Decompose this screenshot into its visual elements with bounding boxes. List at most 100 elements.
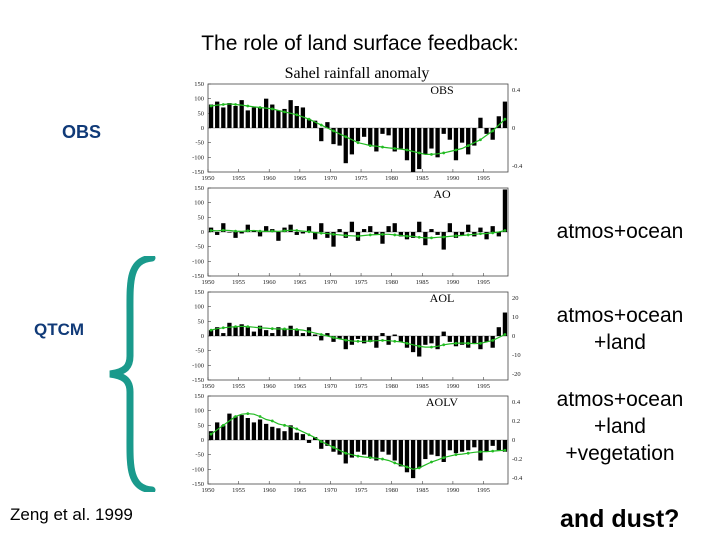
line-point bbox=[491, 231, 495, 235]
qtcm-label: QTCM bbox=[34, 320, 85, 339]
bar bbox=[227, 413, 232, 440]
bar bbox=[343, 336, 348, 350]
bar bbox=[325, 122, 330, 128]
label-line: atmos+ocean bbox=[556, 388, 684, 411]
x-tick-label: 1985 bbox=[416, 487, 429, 494]
x-tick-label: 1980 bbox=[385, 175, 398, 182]
line-point bbox=[246, 325, 250, 329]
x-tick-label: 1980 bbox=[385, 487, 398, 494]
bar bbox=[331, 128, 336, 145]
bar bbox=[502, 440, 508, 452]
x-tick-label: 1985 bbox=[416, 279, 429, 286]
label-line: +land bbox=[594, 331, 646, 354]
bar bbox=[349, 128, 355, 155]
bar bbox=[270, 426, 275, 440]
line-point bbox=[393, 339, 397, 343]
bar bbox=[361, 336, 367, 344]
line-point bbox=[332, 129, 335, 133]
bar bbox=[264, 98, 269, 128]
line-point bbox=[503, 448, 507, 452]
bar bbox=[361, 440, 367, 455]
line-point bbox=[295, 328, 299, 331]
x-tick-label: 1990 bbox=[446, 487, 459, 494]
bar bbox=[478, 227, 483, 232]
line-point bbox=[209, 104, 213, 108]
bar bbox=[453, 336, 459, 347]
line-point bbox=[368, 233, 372, 237]
bar bbox=[410, 232, 416, 238]
line-point bbox=[356, 339, 360, 343]
bar bbox=[386, 226, 391, 232]
line-point bbox=[221, 103, 225, 106]
y-tick-label: 150 bbox=[194, 81, 204, 88]
bar bbox=[447, 223, 452, 232]
bar bbox=[215, 232, 220, 235]
bar bbox=[264, 423, 269, 440]
bar bbox=[306, 440, 312, 443]
bar bbox=[227, 322, 232, 336]
x-tick-label: 1950 bbox=[202, 487, 215, 494]
y-tick-label: 50 bbox=[198, 110, 205, 117]
bar bbox=[215, 101, 220, 128]
x-tick-label: 1970 bbox=[324, 175, 337, 182]
bar bbox=[459, 440, 465, 452]
bar bbox=[343, 128, 348, 164]
y-tick-label: 150 bbox=[194, 393, 204, 400]
line-point bbox=[479, 450, 482, 454]
line-point bbox=[368, 339, 372, 343]
line-point bbox=[454, 453, 458, 457]
line-point bbox=[283, 229, 286, 233]
line-point bbox=[221, 326, 225, 330]
line-point bbox=[258, 326, 262, 330]
bar bbox=[417, 440, 422, 468]
bar bbox=[319, 440, 324, 449]
line-point bbox=[270, 229, 274, 233]
bar bbox=[423, 336, 428, 345]
bar bbox=[306, 119, 312, 128]
line-point bbox=[270, 107, 274, 111]
line-point bbox=[344, 135, 348, 139]
line-point bbox=[209, 229, 213, 232]
bar bbox=[392, 334, 397, 336]
bar bbox=[447, 128, 452, 140]
bar bbox=[502, 189, 508, 232]
line-point bbox=[442, 343, 446, 347]
bar bbox=[361, 128, 367, 137]
bar bbox=[251, 230, 257, 232]
line-point bbox=[295, 427, 299, 431]
x-tick-label: 1990 bbox=[446, 279, 459, 286]
label-line: +land bbox=[594, 415, 646, 438]
x-tick-label: 1950 bbox=[202, 383, 215, 390]
bar bbox=[441, 232, 446, 250]
bar bbox=[459, 128, 465, 143]
bar bbox=[239, 324, 244, 336]
line-point bbox=[430, 236, 433, 240]
bar bbox=[251, 107, 257, 128]
bar bbox=[502, 312, 508, 336]
bar bbox=[276, 327, 281, 336]
bar bbox=[300, 333, 306, 336]
line-point bbox=[234, 103, 237, 106]
bar bbox=[484, 440, 489, 452]
bar bbox=[392, 223, 397, 232]
line-point bbox=[405, 148, 409, 152]
bar bbox=[459, 336, 465, 345]
label-line: +vegetation bbox=[565, 442, 675, 465]
bar bbox=[276, 428, 281, 440]
bar bbox=[233, 327, 238, 336]
right-tick-label: 0.4 bbox=[512, 399, 521, 406]
line-point bbox=[283, 423, 286, 427]
line-point bbox=[491, 129, 495, 133]
bar bbox=[496, 232, 501, 237]
bar bbox=[282, 431, 287, 440]
y-tick-label: -50 bbox=[195, 452, 204, 459]
bar bbox=[380, 440, 385, 452]
line-point bbox=[295, 113, 299, 117]
bar bbox=[398, 128, 403, 149]
bar bbox=[294, 432, 299, 440]
y-tick-label: 150 bbox=[194, 185, 204, 192]
line-point bbox=[503, 333, 507, 336]
bar bbox=[398, 336, 403, 342]
line-point bbox=[246, 104, 250, 108]
